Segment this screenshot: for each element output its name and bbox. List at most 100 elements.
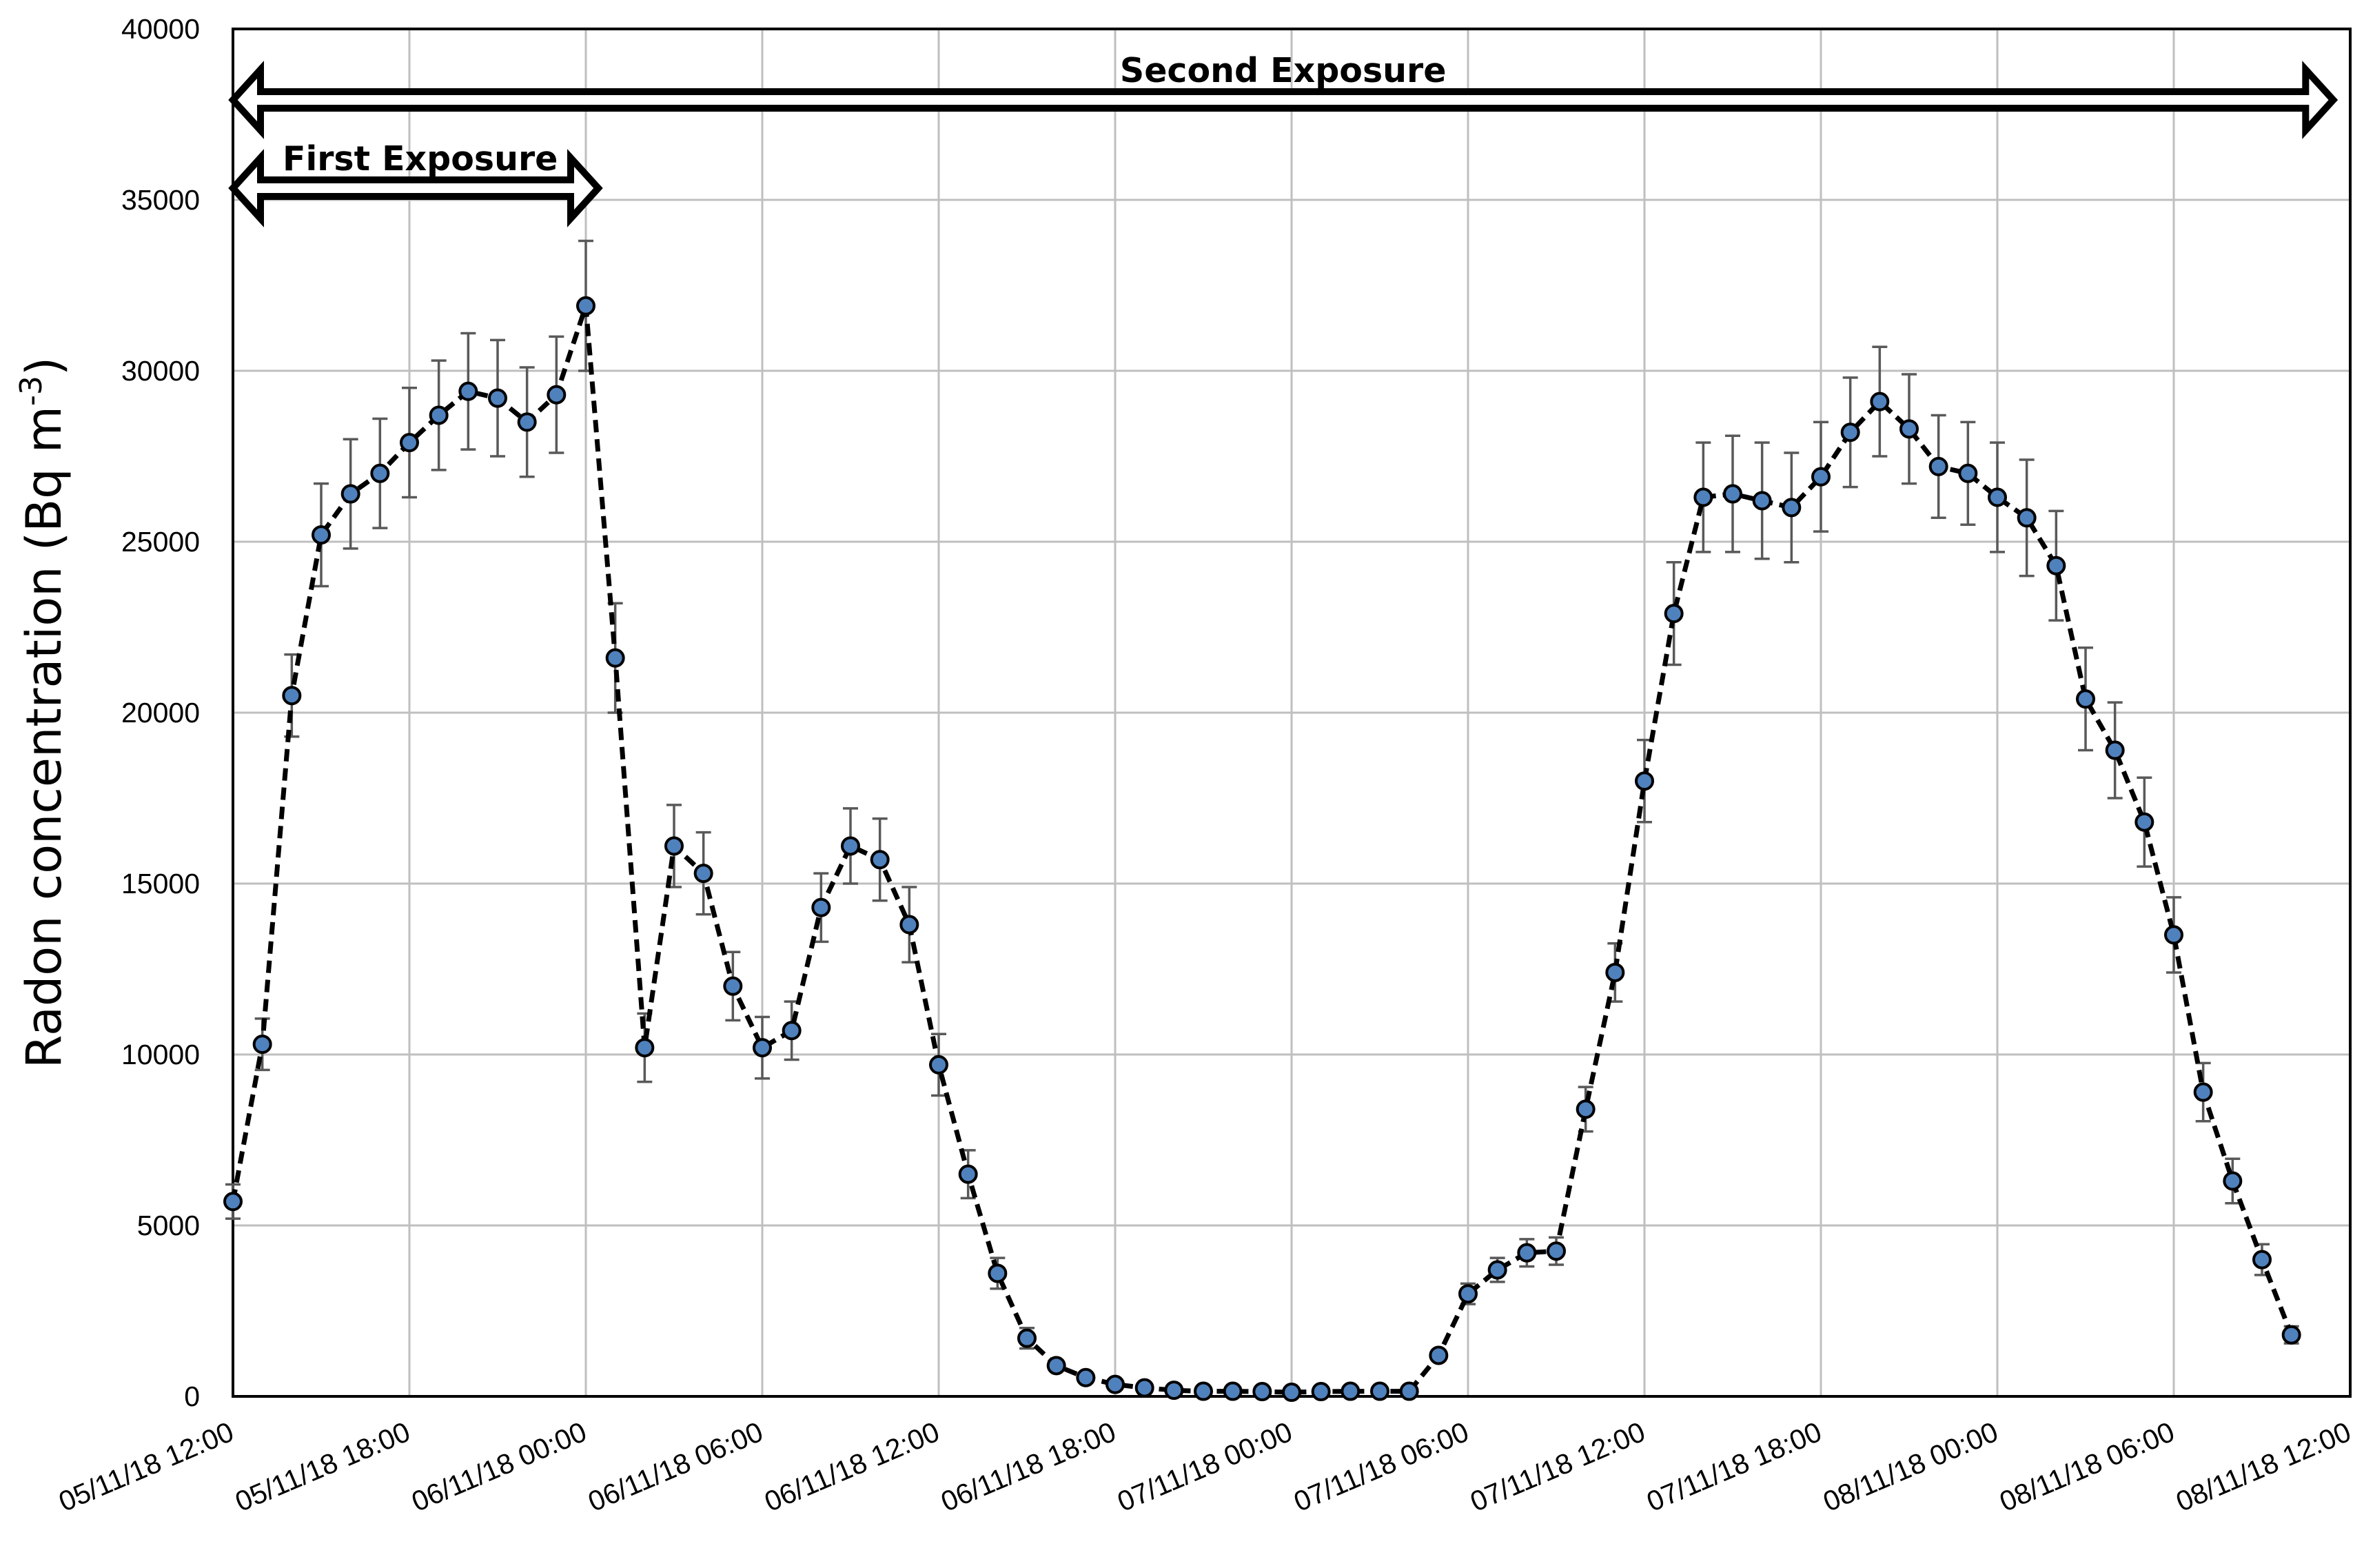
data-point xyxy=(1311,1382,1331,1402)
data-point xyxy=(400,433,419,453)
data-point xyxy=(340,484,360,504)
data-point xyxy=(370,463,390,483)
data-point xyxy=(1870,391,1890,411)
data-point xyxy=(1723,484,1742,504)
x-tick-label: 05/11/18 18:00 xyxy=(231,1416,415,1518)
x-tick-label: 06/11/18 12:00 xyxy=(760,1416,944,1518)
data-point xyxy=(1252,1382,1272,1402)
y-tick-label: 10000 xyxy=(121,1039,200,1070)
data-point xyxy=(1782,498,1802,518)
second-exposure-arrow xyxy=(228,61,2338,139)
data-point xyxy=(1341,1381,1361,1401)
data-point xyxy=(1370,1381,1389,1401)
data-point xyxy=(252,1035,272,1055)
data-point xyxy=(1547,1241,1566,1261)
x-tick-label: 08/11/18 06:00 xyxy=(1995,1416,2179,1518)
data-point xyxy=(1693,487,1713,507)
second-exposure-label: Second Exposure xyxy=(1120,51,1447,90)
x-tick-label: 07/11/18 06:00 xyxy=(1290,1416,1474,1518)
data-point xyxy=(2193,1082,2213,1102)
x-tick-label: 06/11/18 18:00 xyxy=(937,1416,1121,1518)
data-point xyxy=(811,897,831,917)
data-point xyxy=(1487,1260,1507,1280)
exposure-annotations: Second Exposure First Exposure xyxy=(228,51,2338,227)
data-point xyxy=(2281,1325,2301,1345)
data-point xyxy=(1017,1328,1037,1348)
error-bars xyxy=(225,239,2299,1372)
series-line xyxy=(230,305,2294,1395)
data-point xyxy=(1635,771,1654,791)
data-point xyxy=(929,1055,948,1075)
data-point xyxy=(870,850,890,870)
data-point xyxy=(1076,1367,1096,1387)
data-point xyxy=(2046,556,2066,576)
data-point xyxy=(2017,508,2037,528)
x-tick-label: 07/11/18 00:00 xyxy=(1113,1416,1297,1518)
data-point xyxy=(1517,1243,1537,1263)
data-point xyxy=(723,976,743,996)
data-point xyxy=(1928,456,1948,476)
data-point xyxy=(312,525,331,545)
data-point xyxy=(988,1263,1008,1283)
first-exposure-arrow xyxy=(228,149,603,227)
data-point xyxy=(841,836,860,856)
data-point xyxy=(458,381,478,401)
data-point xyxy=(2164,925,2183,945)
data-point xyxy=(1134,1378,1154,1398)
data-point xyxy=(693,864,713,884)
x-tick-label: 07/11/18 18:00 xyxy=(1642,1416,1826,1518)
y-tick-label: 20000 xyxy=(121,697,200,729)
y-tick-label: 5000 xyxy=(137,1210,200,1241)
data-point xyxy=(517,412,537,432)
data-point xyxy=(2252,1250,2272,1270)
data-point xyxy=(1429,1345,1449,1365)
data-point xyxy=(2105,740,2125,760)
x-tick-label: 08/11/18 00:00 xyxy=(1819,1416,2003,1518)
y-axis-ticks: 0 5000 10000 15000 20000 25000 30000 35000 40000 xyxy=(121,13,200,1412)
y-axis-label: Radon concentration (Bq m-3) xyxy=(14,357,72,1068)
data-point xyxy=(753,1038,772,1058)
data-point xyxy=(1282,1383,1301,1403)
y-tick-label: 15000 xyxy=(121,868,200,899)
gridlines xyxy=(232,28,2352,1398)
data-point xyxy=(664,836,684,856)
data-point xyxy=(899,915,919,935)
data-point xyxy=(576,296,595,316)
data-point xyxy=(1988,487,2007,507)
y-tick-label: 25000 xyxy=(121,526,200,558)
first-exposure-label: First Exposure xyxy=(283,139,558,179)
data-point xyxy=(1223,1381,1243,1401)
data-point xyxy=(2223,1171,2243,1191)
data-point xyxy=(1752,491,1772,511)
data-point xyxy=(547,385,567,405)
data-point xyxy=(1458,1284,1478,1304)
y-tick-label: 30000 xyxy=(121,355,200,387)
data-point xyxy=(1840,422,1860,442)
data-point xyxy=(429,405,449,425)
data-point xyxy=(2076,689,2095,709)
data-point xyxy=(2134,812,2154,832)
data-point xyxy=(958,1164,978,1184)
data-points xyxy=(223,296,2301,1403)
data-point xyxy=(1811,467,1831,487)
data-point xyxy=(282,686,302,706)
data-point xyxy=(1046,1356,1066,1376)
data-point xyxy=(1399,1381,1419,1401)
x-tick-label: 06/11/18 06:00 xyxy=(584,1416,768,1518)
x-tick-label: 06/11/18 00:00 xyxy=(407,1416,591,1518)
x-tick-label: 05/11/18 12:00 xyxy=(54,1416,238,1518)
data-point xyxy=(1164,1381,1184,1401)
x-tick-label: 07/11/18 12:00 xyxy=(1466,1416,1650,1518)
data-point xyxy=(1576,1099,1596,1119)
data-point xyxy=(1105,1374,1125,1394)
data-point xyxy=(1958,463,1978,483)
y-tick-label: 35000 xyxy=(121,184,200,216)
x-tick-label: 08/11/18 12:00 xyxy=(2172,1416,2356,1518)
data-point xyxy=(1664,604,1684,624)
y-axis-label-superscript: -3 xyxy=(14,376,49,406)
data-point xyxy=(635,1038,655,1058)
y-tick-label: 0 xyxy=(184,1381,200,1412)
data-point xyxy=(1899,419,1919,439)
